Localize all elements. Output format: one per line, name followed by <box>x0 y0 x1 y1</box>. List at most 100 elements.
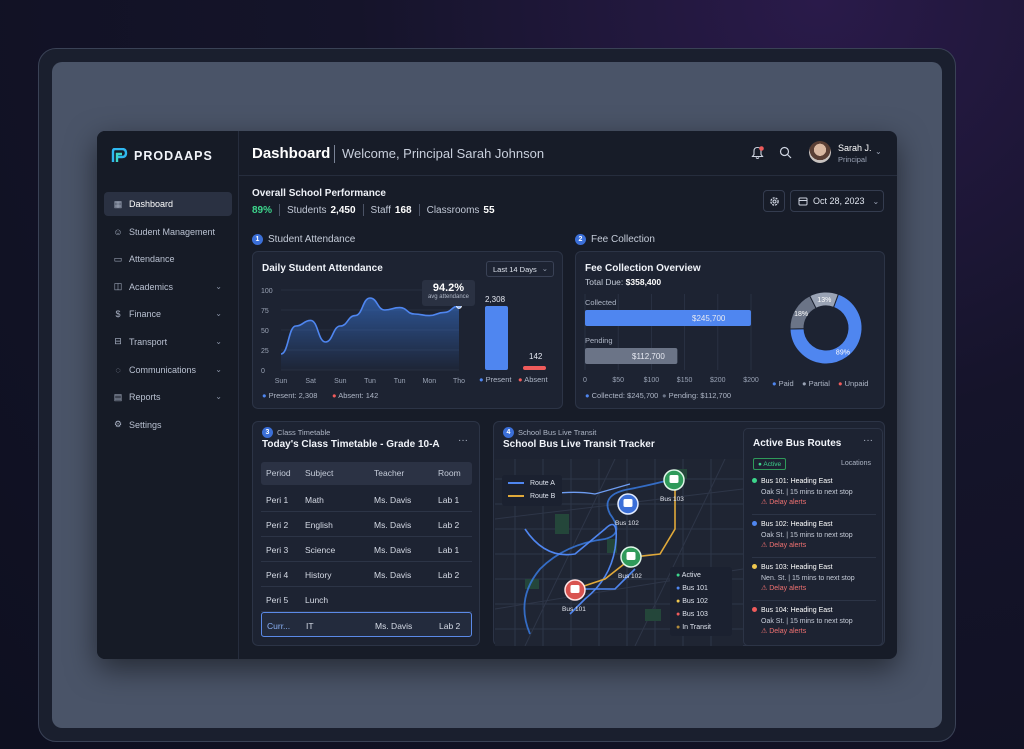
transit-title: School Bus Live Transit Tracker <box>503 439 655 450</box>
sidebar-item-label: Finance <box>129 309 162 320</box>
donut-label: 18% <box>794 311 808 318</box>
bar-absent <box>523 366 546 370</box>
status-dot <box>752 521 757 526</box>
sidebar-item-attendance[interactable]: ▭ Attendance <box>104 247 232 271</box>
attendance-area <box>281 298 459 370</box>
table-row[interactable]: Peri 3 Science Ms. Davis Lab 1 <box>261 537 472 562</box>
users-icon: ☺ <box>113 226 123 237</box>
dollar-icon: $ <box>115 309 121 320</box>
map-status-legend: ● Active ● Bus 101 ● Bus 102 ● Bus 103 ●… <box>670 567 732 636</box>
current-period-row[interactable]: Curr... IT Ms. Davis Lab 2 <box>261 612 472 637</box>
bus-icon: ⊟ <box>114 336 122 347</box>
active-badge[interactable]: ● Active <box>753 458 787 470</box>
table-cell: Lunch <box>305 595 329 605</box>
route-a-label: Route A <box>530 480 555 487</box>
range-dropdown[interactable]: Last 14 Days ⌄ <box>486 261 554 277</box>
calendar-icon <box>798 197 808 206</box>
table-cell: Science <box>305 545 336 555</box>
sidebar-item-reports[interactable]: ▤ Reports ⌄ <box>104 385 232 409</box>
settings-button[interactable] <box>763 190 785 212</box>
section-number-badge: 2 <box>575 234 586 245</box>
sidebar-nav: ▦ Dashboard ☺ Student Management ▭ Attendance… <box>104 192 232 440</box>
bar-collected <box>585 310 751 326</box>
collected-value: $245,700 <box>692 314 726 323</box>
date-picker[interactable]: Oct 28, 2023 ⌄ <box>790 190 884 212</box>
brand-logo[interactable]: PRODAAPS <box>111 148 213 164</box>
legend-absent-total: ● Absent: 142 <box>332 391 379 400</box>
user-name: Sarah J. <box>838 143 872 153</box>
report-icon: ▤ <box>113 391 123 402</box>
section-number-badge: 4 <box>503 427 514 438</box>
search-icon[interactable] <box>779 146 792 159</box>
section-label-attendance: 1 Student Attendance <box>252 234 355 245</box>
route-title: Bus 104: Heading East <box>761 607 833 614</box>
y-tick-label: 50 <box>261 328 269 335</box>
route-list-item[interactable]: Bus 102: Heading East Oak St. | 15 mins t… <box>752 520 876 558</box>
sidebar-item-finance[interactable]: $ Finance ⌄ <box>104 302 232 326</box>
donut-slice-unpaid <box>809 291 839 310</box>
grid-icon: ▦ <box>113 198 123 209</box>
section-label-timetable: 3 Class Timetable <box>262 427 330 438</box>
sidebar: PRODAAPS ▦ Dashboard ☺ Student Management ▭ A… <box>97 131 239 659</box>
sidebar-item-communications[interactable]: ◌ Communications ⌄ <box>104 358 232 382</box>
sidebar-item-transport[interactable]: ⊟ Transport ⌄ <box>104 330 232 354</box>
range-value: Last 14 Days <box>493 265 537 274</box>
table-cell: Math <box>305 495 324 505</box>
table-cell: History <box>305 570 332 580</box>
column-teacher: Teacher <box>374 468 405 478</box>
x-tick-label: Tun <box>364 378 376 385</box>
attendance-line <box>280 297 460 355</box>
bus-marker-label: Bus 101 <box>562 606 586 613</box>
sidebar-item-academics[interactable]: ◫ Academics ⌄ <box>104 275 232 299</box>
column-room: Room <box>438 468 461 478</box>
fee-donut-chart: 89% 18% 13% <box>789 291 863 365</box>
warning-icon: ⚠ <box>761 499 770 506</box>
donut-label: 89% <box>836 350 850 357</box>
table-row[interactable]: Peri 1 Math Ms. Davis Lab 1 <box>261 487 472 512</box>
sidebar-item-label: Transport <box>129 336 168 347</box>
notification-bell-icon[interactable] <box>751 146 764 160</box>
route-title: Bus 102: Heading East <box>761 521 833 528</box>
route-list-item[interactable]: Bus 101: Heading East Oak St. | 15 mins t… <box>752 477 876 515</box>
table-cell: Lab 2 <box>438 520 460 530</box>
more-options-icon[interactable]: ··· <box>863 435 873 446</box>
bus-marker-label: Bus 102 <box>615 520 639 527</box>
table-cell: Ms. Davis <box>375 621 413 631</box>
total-due: Total Due: $358,400 <box>585 277 662 287</box>
route-detail: Oak St. | 15 mins to next stop <box>761 488 853 496</box>
route-title: Bus 103: Heading East <box>761 564 833 571</box>
table-cell: IT <box>306 621 314 631</box>
table-row[interactable]: Peri 2 English Ms. Davis Lab 2 <box>261 512 472 537</box>
sidebar-item-settings[interactable]: ⚙ Settings <box>104 413 232 437</box>
chevron-down-icon: ⌄ <box>215 281 222 291</box>
route-list-item[interactable]: Bus 103: Heading East Nen. St. | 15 mins … <box>752 563 876 601</box>
sidebar-item-label: Attendance <box>129 254 175 265</box>
sidebar-item-student-management[interactable]: ☺ Student Management <box>104 220 232 244</box>
route-alert: Delay alerts <box>769 628 807 635</box>
x-tick-label: Sun <box>275 378 288 385</box>
avg-tooltip: 94.2% avg attendance <box>422 280 475 306</box>
chevron-down-icon: ⌄ <box>872 196 880 206</box>
gear-icon <box>769 196 779 206</box>
route-detail: Oak St. | 15 mins to next stop <box>761 531 853 539</box>
more-options-icon[interactable]: ··· <box>458 435 468 446</box>
user-menu-chevron-icon[interactable]: ⌄ <box>875 147 882 156</box>
warning-icon: ⚠ <box>761 585 770 592</box>
sidebar-item-dashboard[interactable]: ▦ Dashboard <box>104 192 232 216</box>
section-label-text: Class Timetable <box>277 428 331 437</box>
route-list-item[interactable]: Bus 104: Heading East Oak St. | 15 mins t… <box>752 606 853 638</box>
status-dot <box>752 564 757 569</box>
x-tick-label: $150 <box>677 377 693 384</box>
warning-icon: ⚠ <box>761 628 770 635</box>
route-title: Bus 101: Heading East <box>761 478 833 485</box>
table-row[interactable]: Peri 4 History Ms. Davis Lab 2 <box>261 562 472 587</box>
table-row[interactable]: Peri 5 Lunch <box>261 587 472 612</box>
x-tick-label: Sat <box>305 378 316 385</box>
y-tick-label: 100 <box>261 288 273 295</box>
section-number-badge: 1 <box>252 234 263 245</box>
dashboard-app: PRODAAPS ▦ Dashboard ☺ Student Management ▭ A… <box>97 131 897 659</box>
route-alert: Delay alerts <box>769 585 807 592</box>
avatar[interactable] <box>809 141 831 163</box>
y-tick-label: 75 <box>261 308 269 315</box>
route-alert: Delay alerts <box>769 542 807 549</box>
